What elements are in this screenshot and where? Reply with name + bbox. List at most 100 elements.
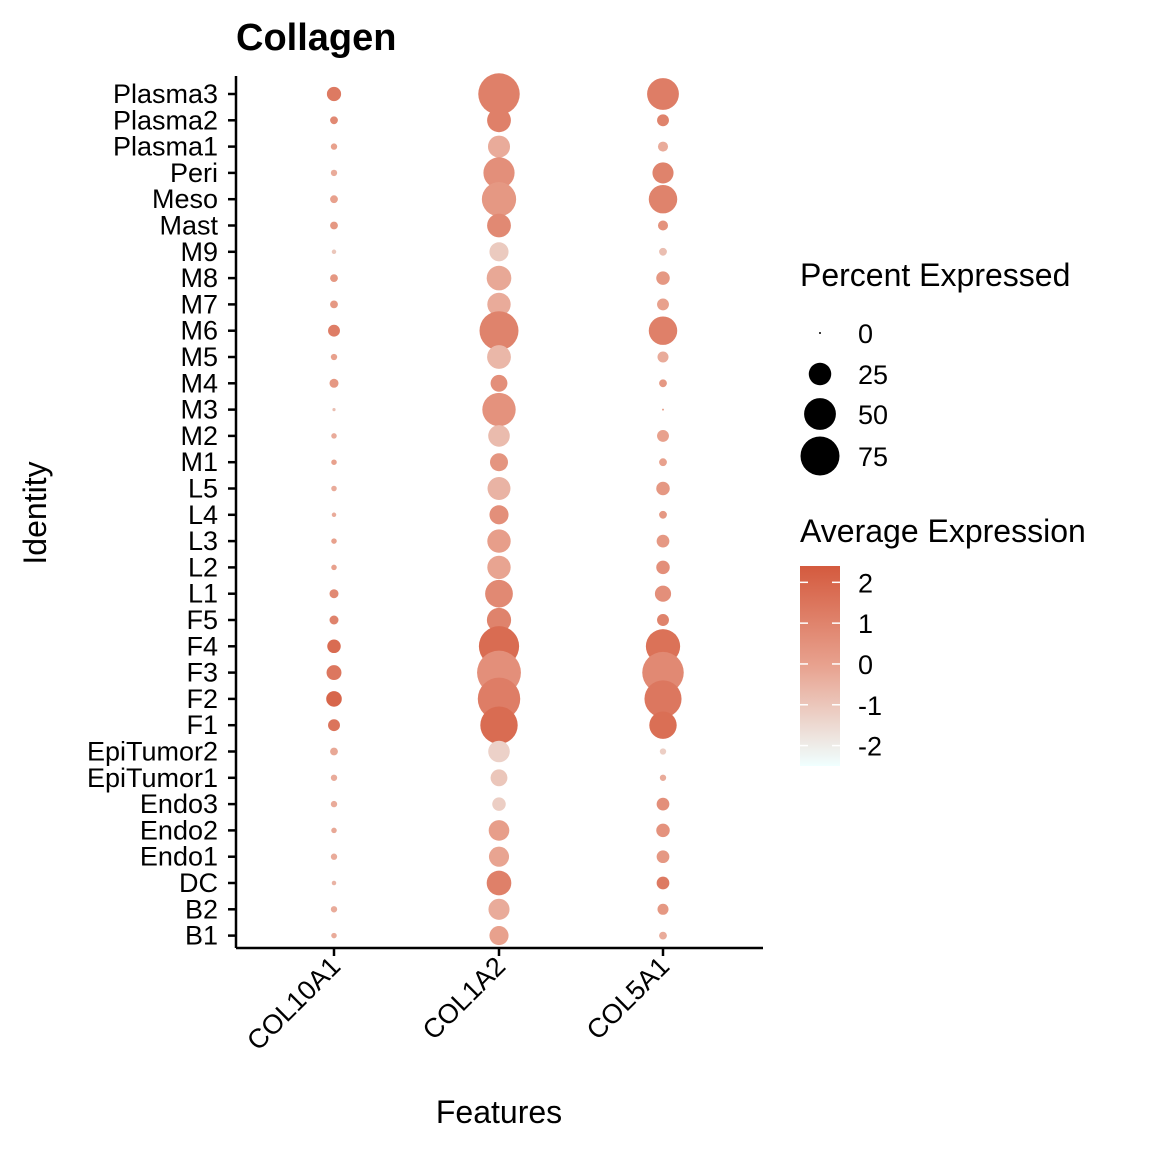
y-tick-label: M7 bbox=[180, 289, 218, 319]
dot-col5a1-m1 bbox=[659, 458, 667, 467]
dot-col1a2-l4 bbox=[489, 505, 509, 525]
dot-col10a1-f4 bbox=[327, 639, 341, 654]
dot-col1a2-l1 bbox=[485, 579, 513, 608]
y-tick-label: B2 bbox=[185, 894, 218, 924]
dot-col1a2-m3 bbox=[482, 392, 516, 427]
color-legend-title: Average Expression bbox=[800, 513, 1086, 549]
dot-col5a1-meso bbox=[648, 184, 678, 214]
color-legend-label: 1 bbox=[858, 609, 873, 639]
dot-col5a1-f1 bbox=[649, 711, 677, 739]
dot-col5a1-l5 bbox=[656, 481, 670, 496]
dot-col10a1-m7 bbox=[330, 300, 338, 309]
dot-col10a1-endo1 bbox=[330, 853, 338, 860]
dot-col10a1-meso bbox=[330, 195, 338, 204]
dot-col10a1-dc bbox=[331, 880, 337, 886]
y-tick-label: L2 bbox=[188, 552, 218, 582]
dot-col10a1-epitumor1 bbox=[330, 774, 338, 781]
dot-col1a2-f5 bbox=[486, 607, 512, 633]
dot-col10a1-f5 bbox=[329, 615, 339, 625]
y-tick-label: Endo2 bbox=[140, 815, 218, 845]
dot-col5a1-endo3 bbox=[656, 797, 670, 811]
x-tick-label: COL10A1 bbox=[241, 951, 346, 1056]
dot-col1a2-l2 bbox=[487, 555, 511, 580]
dot-col5a1-l3 bbox=[656, 534, 670, 548]
dot-col5a1-l2 bbox=[656, 560, 670, 575]
x-tick-label: COL5A1 bbox=[581, 951, 675, 1045]
color-legend-label: 0 bbox=[858, 650, 873, 680]
dot-col1a2-f1 bbox=[480, 706, 518, 744]
dot-col10a1-endo3 bbox=[330, 800, 338, 808]
y-tick-label: F2 bbox=[186, 684, 218, 714]
dot-col10a1-m2 bbox=[331, 433, 337, 439]
y-tick-label: Plasma3 bbox=[113, 79, 218, 109]
dot-col1a2-meso bbox=[481, 182, 517, 217]
dots-layer bbox=[326, 73, 684, 946]
dot-col1a2-l5 bbox=[487, 477, 511, 500]
dot-col5a1-f3 bbox=[642, 651, 684, 694]
dot-col1a2-m4 bbox=[490, 374, 508, 392]
dot-col10a1-l2 bbox=[331, 564, 337, 571]
y-tick-label: Endo1 bbox=[140, 842, 218, 872]
size-legend-label: 50 bbox=[858, 400, 888, 430]
dot-col5a1-m5 bbox=[657, 351, 669, 363]
dot-col1a2-m9 bbox=[489, 242, 509, 262]
dot-col1a2-m8 bbox=[486, 265, 512, 291]
dot-col1a2-m1 bbox=[490, 453, 508, 472]
dot-col5a1-endo2 bbox=[656, 823, 670, 838]
dot-col1a2-plasma3 bbox=[478, 73, 520, 115]
dot-col5a1-m9 bbox=[659, 247, 667, 256]
dot-col10a1-mast bbox=[330, 221, 338, 230]
y-axis-title: Identity bbox=[17, 461, 53, 564]
dot-col10a1-m5 bbox=[330, 353, 338, 361]
dot-col10a1-l3 bbox=[331, 538, 337, 544]
dot-col1a2-m5 bbox=[487, 345, 511, 369]
y-tick-label: Mast bbox=[159, 211, 218, 241]
y-tick-label: M6 bbox=[180, 316, 218, 346]
dot-col10a1-l4 bbox=[331, 512, 337, 518]
size-legend-dot bbox=[804, 398, 836, 430]
dot-col10a1-f1 bbox=[328, 719, 340, 732]
dot-col1a2-endo2 bbox=[488, 820, 510, 841]
y-tick-label: M5 bbox=[180, 342, 218, 372]
y-tick-label: EpiTumor1 bbox=[87, 763, 218, 793]
size-legend-dot bbox=[818, 331, 822, 335]
dot-col5a1-m4 bbox=[659, 379, 667, 388]
y-tick-label: EpiTumor2 bbox=[87, 737, 218, 767]
y-tick-label: Endo3 bbox=[140, 789, 218, 819]
dot-col1a2-epitumor2 bbox=[488, 740, 510, 763]
dot-col1a2-plasma1 bbox=[487, 135, 511, 158]
dot-col5a1-m6 bbox=[648, 316, 678, 345]
size-legend: 0 25 50 75 bbox=[800, 319, 888, 476]
dot-col1a2-l3 bbox=[487, 529, 511, 553]
color-legend-label: 2 bbox=[858, 568, 873, 598]
dot-col1a2-peri bbox=[483, 157, 515, 189]
size-legend-label: 25 bbox=[858, 360, 888, 390]
dot-col5a1-b1 bbox=[659, 931, 667, 940]
y-tick-label: M8 bbox=[180, 263, 218, 293]
dot-col10a1-plasma2 bbox=[330, 116, 338, 125]
dot-col10a1-m3 bbox=[332, 408, 336, 412]
color-legend-label: -1 bbox=[858, 691, 882, 721]
size-legend-label: 75 bbox=[858, 442, 888, 472]
dot-col5a1-mast bbox=[657, 220, 669, 231]
dot-col5a1-plasma2 bbox=[657, 114, 669, 127]
y-tick-label: L4 bbox=[188, 500, 218, 530]
dot-col5a1-l4 bbox=[659, 510, 667, 519]
dot-col5a1-f5 bbox=[657, 614, 669, 626]
dot-col5a1-epitumor1 bbox=[659, 774, 667, 781]
dot-col5a1-m7 bbox=[657, 298, 669, 311]
size-legend-dot bbox=[808, 362, 832, 386]
colorbar bbox=[800, 566, 840, 766]
dot-col1a2-f2 bbox=[477, 677, 521, 721]
x-axis-title: Features bbox=[436, 1094, 562, 1130]
legend: Percent Expressed 0 25 50 75 Average Expres… bbox=[800, 257, 1086, 766]
dot-col1a2-plasma2 bbox=[487, 108, 511, 133]
dot-col10a1-m8 bbox=[330, 274, 338, 282]
size-legend-dot bbox=[800, 436, 840, 476]
dot-col5a1-f2 bbox=[644, 680, 682, 718]
chart-title: Collagen bbox=[236, 17, 396, 59]
y-tick-label: F1 bbox=[186, 710, 218, 740]
dot-col10a1-m9 bbox=[331, 249, 337, 255]
y-tick-label: L5 bbox=[188, 474, 218, 504]
